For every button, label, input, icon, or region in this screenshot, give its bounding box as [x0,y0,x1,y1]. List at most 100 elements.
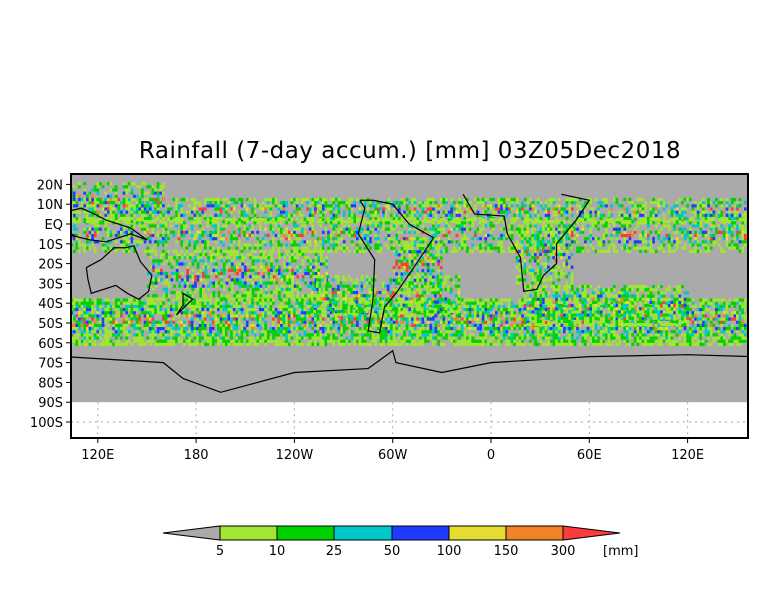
rain-cell [251,262,255,266]
rain-cell [460,230,464,234]
rain-cell [266,336,270,340]
rain-cell [162,230,165,234]
rain-cell [262,252,265,257]
rain-cell [707,213,710,217]
rain-cell [325,262,328,266]
rain-cell [109,246,113,250]
rain-cell [251,311,254,315]
rain-cell [127,201,131,205]
rain-cell [154,307,157,312]
rain-cell [117,304,121,308]
rain-cell [424,216,427,221]
rain-cell [418,204,422,208]
rain-cell [667,237,671,241]
rain-cell [248,336,252,340]
rain-cell [316,249,320,253]
rain-cell [193,336,197,340]
rain-cell [146,230,149,234]
rain-cell [350,233,354,238]
rain-cell [581,249,585,253]
rain-cell [526,230,530,234]
rain-cell [91,330,94,334]
rain-cell [256,314,260,318]
rain-cell [565,249,569,253]
rain-cell [270,259,273,263]
rain-cell [515,207,519,211]
rain-cell [264,227,267,231]
rain-cell [133,307,136,312]
rain-cell [363,301,367,305]
rain-cell [270,278,273,282]
rain-cell [272,197,275,202]
rain-cell [86,246,89,250]
rain-cell [240,249,244,253]
rain-cell [555,227,558,231]
rain-cell [199,256,203,260]
rain-cell [356,220,359,224]
rain-cell [631,204,634,208]
rain-cell [261,336,265,340]
rain-cell [175,278,179,282]
rain-cell [114,339,118,343]
rain-cell [91,336,94,340]
rain-cell [151,311,155,315]
rain-cell [555,207,558,211]
rain-cell [254,271,258,276]
rain-cell [361,339,364,343]
rain-cell [146,197,149,202]
rain-cell [497,243,501,247]
rain-cell [335,333,338,337]
rain-cell [101,323,105,327]
rain-cell [130,197,134,202]
rain-cell [68,240,71,243]
rain-cell [217,256,221,260]
rain-cell [644,230,648,234]
rain-cell [350,218,354,222]
rain-cell [117,301,121,305]
rain-cell [78,314,81,318]
rain-cell [232,320,236,324]
rain-cell [256,221,260,225]
rain-cell [177,326,181,331]
rain-cell [204,262,208,266]
rain-cell [188,320,191,324]
rain-cell [167,336,170,340]
rain-cell [392,333,396,337]
rain-cell [165,281,168,285]
rain-cell [688,249,692,253]
rain-cell [298,252,302,257]
rain-cell [321,249,325,253]
rain-cell [164,243,168,247]
rain-cell [576,227,579,231]
rain-cell [573,230,577,234]
rain-cell [203,301,207,305]
rain-cell [350,240,354,244]
rain-cell [314,317,317,321]
rain-cell [565,197,569,202]
rain-cell [152,259,155,263]
rain-cell [75,201,79,205]
rain-cell [568,210,572,214]
rain-cell [230,333,233,337]
rain-cell [379,243,383,247]
rain-cell [602,237,606,241]
rain-cell [75,336,79,340]
rain-cell [279,227,283,231]
rain-cell [418,323,422,327]
rain-cell [249,290,252,295]
rain-cell [287,336,291,340]
rain-cell [143,230,147,234]
rain-cell [241,294,245,298]
rain-cell [733,224,737,228]
rain-cell [261,301,265,305]
rain-cell [182,326,186,331]
rain-cell [473,230,477,234]
rain-cell [277,342,281,346]
rain-cell [282,233,286,238]
rain-cell [201,243,205,247]
rain-cell [86,314,89,318]
rain-cell [327,304,330,308]
rain-cell [224,224,228,228]
rain-cell [209,330,212,334]
rain-cell [560,210,564,214]
